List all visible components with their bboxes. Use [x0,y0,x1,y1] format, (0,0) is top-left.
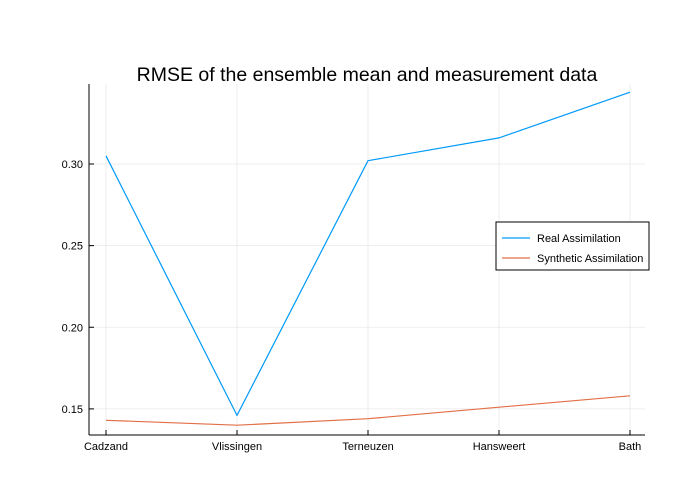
series-line-synthetic-assimilation [105,395,631,426]
legend-label-real-assimilation: Real Assimilation [537,233,621,245]
x-tick-label: Cadzand [84,441,128,453]
grid-lines [89,84,645,435]
series-lines [105,91,631,426]
x-tick-label: Bath [619,441,642,453]
x-tick-label: Vlissingen [212,441,262,453]
y-tick-label: 0.15 [62,404,83,416]
legend: Real Assimilation Synthetic Assimilation [495,221,650,271]
y-tick-label: 0.20 [62,322,83,334]
series-line-real-assimilation [105,91,631,416]
legend-label-synthetic-assimilation: Synthetic Assimilation [537,253,643,265]
axes [88,84,645,436]
tick-labels: Cadzand Vlissingen Terneuzen Hansweert Bath 0… [62,159,642,453]
legend-box [495,221,650,271]
y-tick-label: 0.30 [62,159,83,171]
x-tick-label: Hansweert [473,441,526,453]
chart-title: RMSE of the ensemble mean and measuremen… [137,64,598,86]
y-tick-label: 0.25 [62,241,83,253]
x-tick-label: Terneuzen [342,441,393,453]
